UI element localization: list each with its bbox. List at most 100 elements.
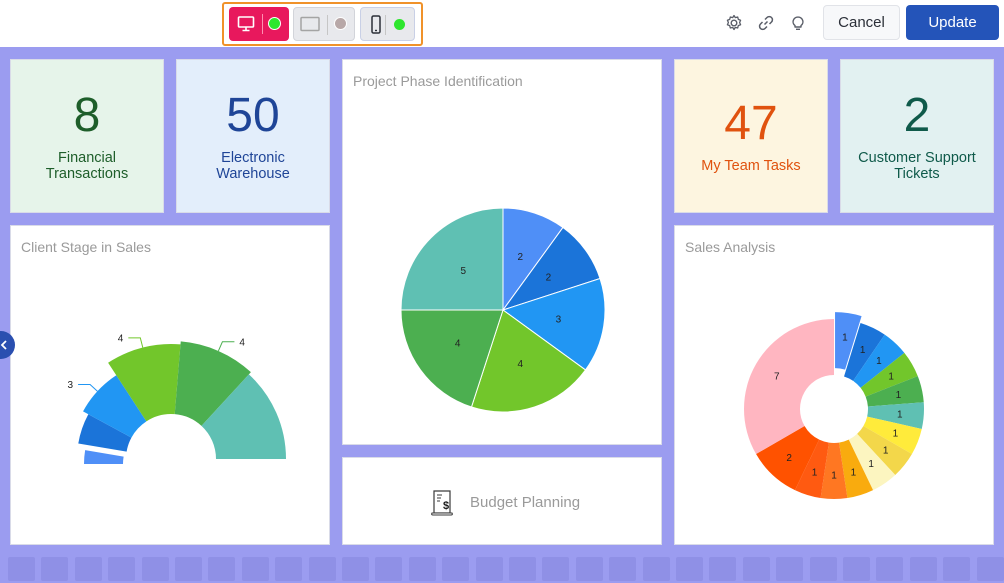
collapse-panel-handle[interactable]: [0, 331, 15, 359]
client-stage-card[interactable]: Client Stage in Sales 3 4 4: [10, 225, 330, 545]
grid-cell: [208, 557, 236, 581]
slice-label: 4: [118, 333, 124, 344]
update-button[interactable]: Update: [906, 5, 999, 40]
pie-slice[interactable]: [470, 309, 587, 413]
slice-label: 1: [896, 390, 902, 401]
slice-label: 2: [546, 273, 552, 284]
slice-label: 1: [860, 345, 866, 356]
desktop-view-button[interactable]: [229, 7, 289, 41]
pie-slice[interactable]: [501, 277, 606, 371]
grid-cell: [342, 557, 369, 581]
slice-label: 1: [893, 429, 899, 440]
grid-cell: [241, 557, 269, 581]
tablet-status-dot: [334, 17, 347, 30]
slice-label: 4: [239, 337, 245, 348]
kpi-card-my-team-tasks[interactable]: 47 My Team Tasks: [674, 59, 828, 213]
donut-slice[interactable]: [835, 312, 862, 370]
grid-cell: [442, 557, 470, 581]
semi-pie-slice[interactable]: [83, 375, 147, 438]
donut-slice[interactable]: [865, 376, 924, 407]
top-toolbar: Cancel Update: [0, 0, 1004, 47]
gear-icon[interactable]: [724, 13, 744, 33]
slice-label: 1: [868, 459, 874, 470]
slice-label: 2: [518, 252, 524, 263]
kpi-label: Warehouse: [216, 166, 290, 182]
grid-cell: [141, 557, 169, 581]
grid-cell: [509, 557, 536, 581]
kpi-value: 50: [226, 89, 280, 142]
donut-slice[interactable]: [744, 319, 834, 454]
grid-cell: [642, 557, 670, 581]
label-leader-line: [78, 383, 98, 392]
grid-cell: [475, 557, 503, 581]
separator: [385, 15, 386, 35]
grid-cell: [308, 557, 336, 581]
donut-slice[interactable]: [844, 322, 885, 381]
donut-slice[interactable]: [853, 334, 905, 388]
donut-slice[interactable]: [860, 352, 918, 397]
card-title: Sales Analysis: [685, 239, 776, 255]
grid-cell: [542, 557, 570, 581]
project-phase-card[interactable]: Project Phase Identification 2 2 3 4 4 5: [342, 59, 662, 445]
pie-slice[interactable]: [400, 309, 504, 408]
slice-label: 4: [518, 359, 524, 370]
kpi-card-electronic-warehouse[interactable]: 50 Electronic Warehouse: [176, 59, 330, 213]
grid-cell: [676, 557, 703, 581]
slice-label: 1: [876, 356, 882, 367]
slice-label: 1: [842, 332, 848, 343]
slice-label: 1: [851, 468, 857, 479]
donut-slice[interactable]: [839, 439, 874, 498]
kpi-card-customer-support-tickets[interactable]: 2 Customer Support Tickets: [840, 59, 994, 213]
cancel-button[interactable]: Cancel: [823, 5, 900, 40]
link-icon[interactable]: [756, 13, 776, 33]
grid-cell: [275, 557, 303, 581]
tablet-view-button[interactable]: [293, 7, 355, 41]
donut-slice[interactable]: [820, 442, 848, 500]
layout-grid-strip: [0, 555, 1004, 583]
grid-cell: [74, 557, 102, 581]
mobile-icon: [371, 15, 381, 34]
budget-planning-card[interactable]: $ Budget Planning: [342, 457, 662, 545]
kpi-value: 47: [724, 97, 778, 150]
desktop-status-dot: [268, 17, 281, 30]
separator: [262, 14, 263, 34]
donut-slice[interactable]: [848, 433, 896, 491]
semi-pie-slice[interactable]: [174, 341, 251, 426]
donut-slice[interactable]: [756, 426, 820, 491]
kpi-label: My Team Tasks: [701, 158, 801, 174]
grid-cell: [742, 557, 770, 581]
card-title: Client Stage in Sales: [21, 239, 151, 255]
slice-label: 1: [888, 372, 894, 383]
slice-label: 1: [831, 471, 837, 482]
kpi-card-financial-transactions[interactable]: 8 Financial Transactions: [10, 59, 164, 213]
semi-pie-slice[interactable]: [84, 450, 124, 464]
slice-label: 3: [68, 380, 74, 391]
slice-label: 7: [774, 372, 780, 383]
card-title: Project Phase Identification: [353, 73, 523, 89]
lightbulb-icon[interactable]: [788, 13, 808, 33]
donut-slice[interactable]: [794, 439, 829, 498]
donut-slice[interactable]: [863, 416, 922, 454]
grid-cell: [8, 557, 35, 581]
device-preview-switcher: [222, 2, 423, 46]
semi-pie-slice[interactable]: [201, 374, 286, 459]
grid-cell: [575, 557, 603, 581]
slice-label: 5: [461, 266, 467, 277]
budget-planning-label: Budget Planning: [470, 494, 581, 511]
client-stage-semi-pie-chart: 3 4 4: [68, 333, 286, 464]
kpi-value: 2: [903, 89, 931, 142]
grid-cell: [776, 557, 804, 581]
semi-pie-slice[interactable]: [78, 414, 132, 452]
pie-slice[interactable]: [400, 207, 504, 311]
donut-slice[interactable]: [857, 426, 912, 475]
slice-label: 1: [897, 409, 903, 420]
donut-slice[interactable]: [867, 402, 924, 430]
kpi-label: Electronic: [221, 150, 285, 166]
svg-text:$: $: [443, 500, 449, 512]
kpi-label: Financial: [57, 150, 117, 166]
semi-pie-slice[interactable]: [108, 344, 181, 422]
mobile-view-button[interactable]: [360, 7, 415, 41]
grid-cell: [108, 557, 136, 581]
